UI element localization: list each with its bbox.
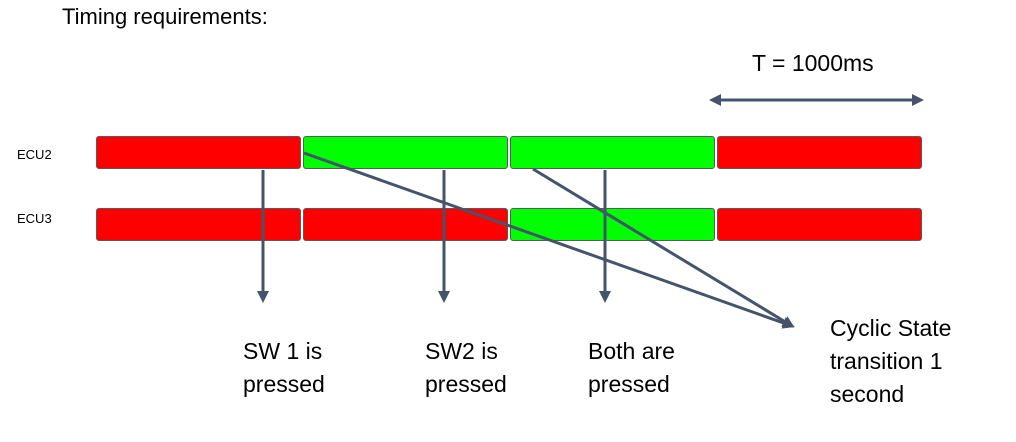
caption-both: Both are pressed: [588, 338, 675, 397]
diagram-title: Timing requirements:: [62, 4, 268, 29]
caption-sw2: SW2 is pressed: [425, 338, 507, 397]
ecu3-segment-4: [717, 208, 922, 241]
ecu3-segment-3: [510, 208, 715, 241]
row-label-ecu2: ECU2: [17, 147, 52, 162]
ecu2-segment-3: [510, 136, 715, 169]
ecu3-segment-1: [96, 208, 301, 241]
cyclic-arrow-1: [303, 151, 795, 329]
caption-cyclic: Cyclic State transition 1 second: [830, 315, 952, 407]
row-label-ecu3: ECU3: [17, 211, 52, 226]
ecu2-segment-4: [717, 136, 922, 169]
cyclic-arrow-2: [532, 167, 795, 328]
period-label: T = 1000ms: [752, 50, 874, 76]
caption-sw1: SW 1 is pressed: [243, 338, 325, 397]
ecu2-segment-1: [96, 136, 301, 169]
